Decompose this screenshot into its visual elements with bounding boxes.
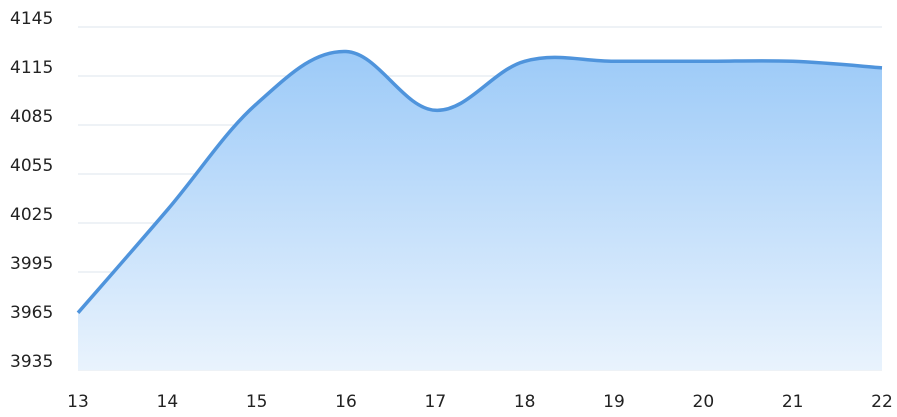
- x-tick-label: 18: [514, 392, 536, 412]
- area-fill: [78, 51, 882, 370]
- x-tick-label: 15: [246, 392, 268, 412]
- x-tick-label: 16: [335, 392, 357, 412]
- x-tick-label: 20: [693, 392, 715, 412]
- x-tick-label: 13: [67, 392, 89, 412]
- y-tick-label: 3935: [10, 352, 53, 372]
- x-tick-label: 17: [425, 392, 447, 412]
- y-tick-label: 4085: [10, 107, 53, 127]
- x-tick-label: 22: [871, 392, 893, 412]
- y-tick-label: 4055: [10, 156, 53, 176]
- x-tick-label: 14: [157, 392, 179, 412]
- x-tick-label: 21: [782, 392, 804, 412]
- y-tick-label: 4025: [10, 205, 53, 225]
- x-tick-label: 19: [603, 392, 625, 412]
- line: [76, 49, 883, 314]
- y-tick-label: 3965: [10, 303, 53, 323]
- y-tick-label: 4145: [10, 9, 53, 29]
- y-tick-label: 4115: [10, 58, 53, 78]
- y-tick-label: 3995: [10, 254, 53, 274]
